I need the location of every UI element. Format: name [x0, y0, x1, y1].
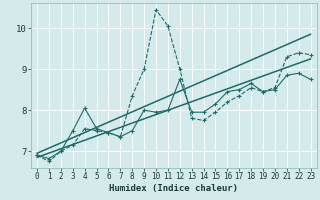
- X-axis label: Humidex (Indice chaleur): Humidex (Indice chaleur): [109, 184, 238, 193]
